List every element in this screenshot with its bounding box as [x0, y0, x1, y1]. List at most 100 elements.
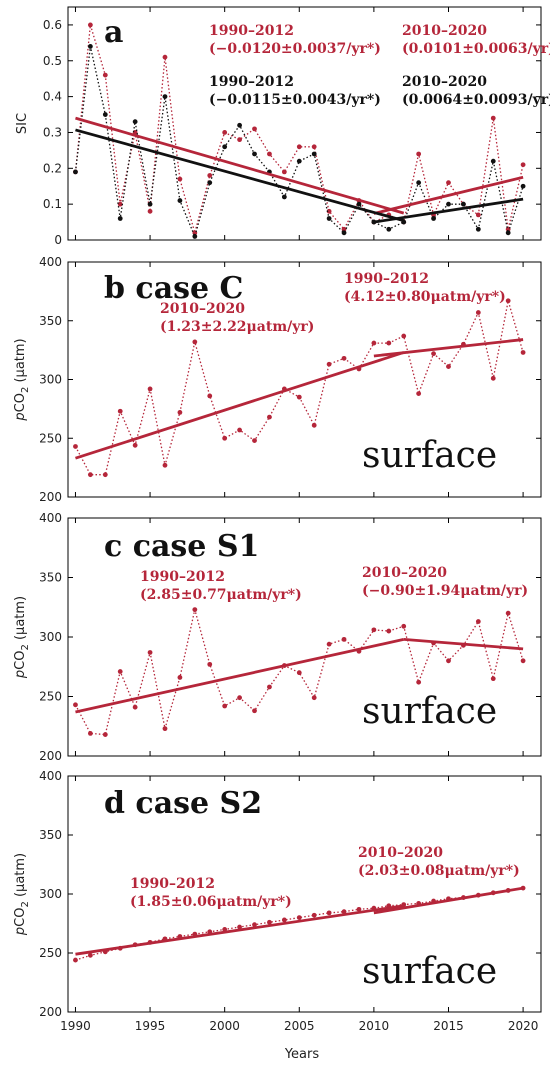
data-point: [520, 350, 526, 355]
data-point: [87, 952, 93, 958]
y-axis-label: pCO2 (μatm): [13, 338, 31, 421]
y-tick-label: 300: [39, 373, 62, 387]
panel-title: b case C: [104, 271, 243, 306]
data-point: [252, 922, 257, 928]
trend-annotation: 2010–2020: [160, 301, 245, 317]
y-axis-label-co: CO: [13, 393, 28, 412]
data-point: [281, 917, 287, 923]
data-point: [311, 151, 317, 157]
data-point: [73, 957, 78, 963]
data-point: [237, 427, 242, 433]
trend-line-red: [373, 886, 524, 915]
data-point: [207, 180, 213, 186]
y-tick-label: 200: [39, 749, 62, 763]
y-tick-label: 200: [39, 490, 62, 504]
data-point: [490, 676, 496, 682]
data-point: [475, 226, 481, 232]
trend-annotation: (0.0064±0.0093/yr): [402, 92, 550, 108]
data-point: [237, 137, 242, 143]
data-point: [475, 619, 481, 624]
panel-a: 0 0.1 0.2 0.3 0.4 0.5 0.6 SIC a 1990–2012 (−0.0120…: [15, 6, 550, 247]
data-point: [475, 310, 481, 315]
data-point: [416, 151, 422, 157]
trend-line-red: [373, 175, 524, 215]
data-point: [73, 702, 78, 708]
trend-annotation: 2010–2020: [362, 565, 447, 581]
data-point: [341, 230, 347, 236]
data-point: [341, 909, 347, 915]
y-tick-label: 250: [39, 946, 62, 960]
x-tick-label: 2015: [433, 1019, 464, 1033]
data-point: [431, 351, 436, 357]
y-axis-label-subscript: 2: [20, 901, 31, 907]
data-point: [326, 208, 332, 214]
data-point: [267, 151, 272, 157]
data-point: [102, 732, 108, 737]
y-tick-label: 0.3: [43, 125, 62, 139]
data-point: [102, 472, 108, 478]
y-axis-label: pCO2 (μatm): [13, 853, 31, 936]
x-tick-label: 1990: [60, 1019, 91, 1033]
trend-annotation: (4.12±0.80μatm/yr*): [344, 289, 506, 305]
data-point: [147, 208, 153, 214]
trend-line-red: [75, 904, 404, 956]
data-point: [446, 364, 451, 369]
data-point: [192, 339, 198, 345]
trend-line-black: [75, 128, 405, 222]
data-point: [177, 176, 183, 182]
data-point: [281, 169, 287, 175]
x-axis-label: Years: [284, 1047, 320, 1062]
data-point: [505, 230, 511, 236]
y-tick-label: 0.2: [43, 161, 62, 175]
data-point: [252, 151, 257, 157]
data-point: [207, 661, 213, 667]
y-axis-label-unit: (μatm): [13, 853, 28, 901]
y-axis-label-p: p: [13, 670, 28, 679]
y-axis-label-p: p: [13, 412, 28, 421]
data-point: [461, 201, 466, 207]
x-tick-label: 1995: [135, 1019, 166, 1033]
y-tick-label: 0.6: [43, 18, 62, 32]
data-point: [356, 201, 362, 207]
trend-annotation: (1.85±0.06μatm/yr*): [130, 894, 292, 910]
data-point: [475, 212, 481, 218]
panel-d: 200 250 300 350 400 1990 1995 2000 2005 2010 2015 2…: [13, 769, 542, 1033]
data-point: [162, 726, 168, 732]
data-point: [371, 340, 377, 346]
trend-line-red: [403, 637, 524, 651]
data-point: [505, 610, 511, 616]
panel-c: 200 250 300 350 400 pCO2 (μatm) c case S1 1990–…: [13, 511, 542, 763]
data-point: [192, 234, 198, 239]
data-point: [386, 628, 392, 634]
data-point: [401, 623, 407, 629]
data-point: [87, 472, 93, 478]
y-tick-label: 0.5: [43, 54, 62, 68]
data-point: [252, 438, 257, 443]
data-point: [311, 695, 317, 701]
data-point: [132, 119, 138, 125]
data-point: [311, 422, 317, 428]
y-tick-label: 300: [39, 630, 62, 644]
y-tick-label: 350: [39, 314, 62, 328]
y-tick-label: 0.1: [43, 197, 62, 211]
data-point: [222, 435, 228, 441]
panel-title: d case S2: [104, 786, 262, 821]
y-axis-label-unit: (μatm): [13, 596, 28, 644]
trend-annotation: 2010–2020: [402, 23, 487, 39]
data-point: [222, 130, 228, 135]
y-tick-label: 0.4: [43, 90, 62, 104]
data-point: [117, 669, 123, 674]
data-point: [117, 201, 123, 207]
data-point: [326, 216, 332, 221]
data-point: [356, 906, 362, 912]
data-point: [296, 158, 302, 164]
data-point: [147, 650, 153, 655]
depth-label: surface: [362, 951, 497, 992]
data-point: [252, 126, 257, 132]
trend-annotation: (0.0101±0.0063/yr): [402, 41, 550, 57]
data-point: [446, 180, 451, 186]
trend-line-black: [373, 197, 524, 224]
data-point: [520, 658, 526, 664]
data-point: [132, 442, 138, 448]
data-point: [147, 386, 153, 392]
